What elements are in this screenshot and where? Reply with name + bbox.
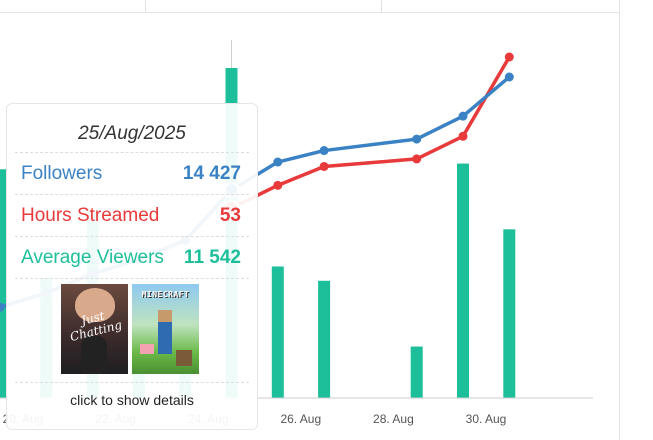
tab-divider — [381, 0, 382, 12]
followers-point — [0, 302, 5, 312]
tooltip-value: 14 427 — [182, 162, 241, 184]
bar-average-viewers — [318, 280, 331, 398]
block-shape — [176, 350, 192, 366]
followers-point — [504, 72, 514, 82]
bar-average-viewers — [410, 346, 423, 398]
tab-divider — [145, 0, 146, 12]
tooltip-row-followers: Followers 14 427 — [15, 153, 249, 195]
tooltip-footer[interactable]: click to show details — [70, 392, 194, 408]
tooltip-label: Average Viewers — [21, 246, 164, 268]
hours-streamed-point — [412, 154, 422, 164]
followers-point — [458, 111, 468, 121]
bar-average-viewers — [271, 266, 284, 398]
face-shape — [75, 288, 115, 322]
hours-streamed-point — [458, 131, 468, 141]
top-tab-bar — [0, 0, 620, 13]
hours-streamed-point — [504, 52, 514, 62]
tooltip-value: 11 542 — [183, 246, 241, 268]
tooltip-date: 25/Aug/2025 — [15, 104, 249, 153]
pig-shape — [140, 344, 154, 354]
character-head — [158, 310, 172, 323]
hours-streamed-point — [319, 161, 329, 171]
followers-point — [273, 157, 283, 167]
followers-point — [412, 134, 422, 144]
tooltip-row-hours-streamed: Hours Streamed 53 — [15, 195, 249, 237]
game-logo: MINECRAFT — [141, 290, 190, 299]
character-body — [158, 322, 172, 354]
minecraft-thumbnail[interactable]: MINECRAFT — [132, 284, 199, 374]
followers-point — [319, 146, 329, 156]
tooltip-row-average-viewers: Average Viewers 11 542 — [15, 237, 249, 279]
hours-streamed-point — [273, 180, 283, 190]
tooltip-value: 53 — [219, 204, 241, 226]
tooltip-games: Just Chatting MINECRAFT — [15, 279, 249, 383]
tooltip-label: Hours Streamed — [21, 204, 160, 226]
bar-average-viewers — [457, 163, 469, 398]
microphone-icon — [81, 336, 107, 374]
x-tick-label: 28. Aug — [373, 412, 414, 426]
chart-tooltip[interactable]: 25/Aug/2025 Followers 14 427 Hours Strea… — [6, 103, 258, 430]
just-chatting-thumbnail[interactable]: Just Chatting — [61, 284, 128, 374]
tooltip-label: Followers — [21, 162, 103, 184]
panel-border — [619, 0, 620, 440]
x-tick-label: 30. Aug — [466, 412, 507, 426]
x-tick-label: 26. Aug — [280, 412, 321, 426]
hours-streamed-line — [230, 56, 511, 210]
bar-average-viewers — [503, 229, 516, 398]
bar-average-viewers — [0, 169, 6, 398]
